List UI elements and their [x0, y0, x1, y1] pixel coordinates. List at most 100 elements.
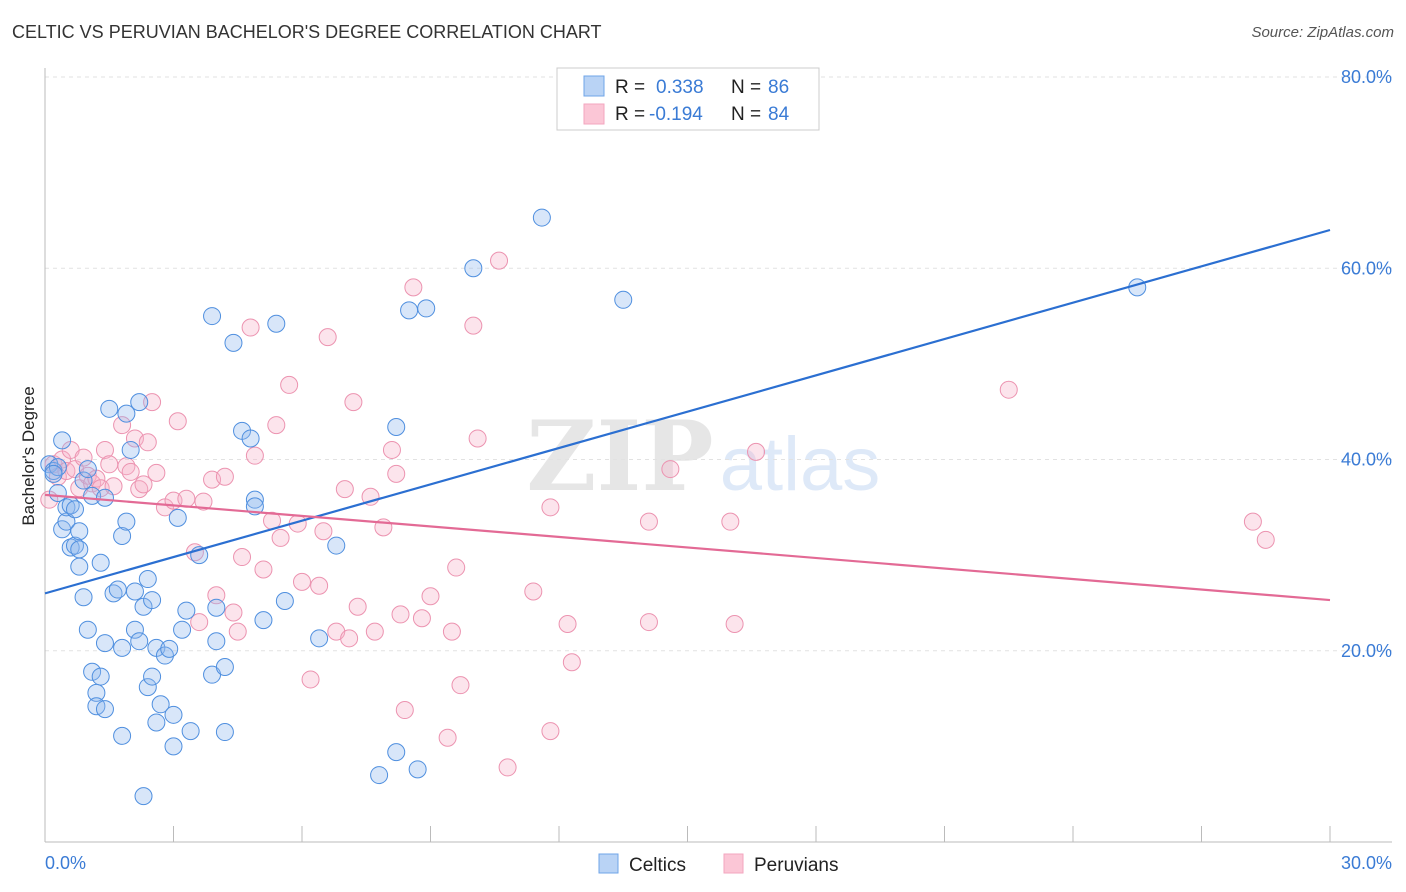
peruvian-point — [468, 429, 487, 448]
celtic-point — [164, 737, 183, 756]
celtic-r-label: R = — [615, 77, 645, 98]
celtic-point — [95, 634, 114, 653]
peruvian-point — [254, 560, 273, 579]
celtic-point — [408, 760, 427, 779]
peruvian-point — [100, 455, 119, 474]
y-tick-labels: 20.0% 40.0% 60.0% 80.0% — [1341, 67, 1392, 661]
celtic-point — [310, 629, 329, 648]
celtic-point — [147, 713, 166, 732]
peruvian-point — [1243, 512, 1262, 531]
peruvian-point — [147, 463, 166, 482]
peruvian-point — [245, 446, 264, 465]
celtic-point — [207, 632, 226, 651]
celtic-point — [177, 601, 196, 620]
celtic-point — [387, 417, 406, 436]
peruvian-n-value: 84 — [768, 104, 790, 125]
y-tick-label: 60.0% — [1341, 258, 1392, 278]
peruvian-point — [1256, 530, 1275, 549]
legend-celtics-swatch — [598, 853, 619, 874]
celtic-point — [138, 678, 157, 697]
peruvian-point — [344, 393, 363, 412]
peruvian-r-label: R = — [615, 104, 645, 125]
celtic-point — [370, 766, 389, 785]
legend-peruvians-swatch — [723, 853, 744, 874]
celtic-point — [83, 662, 102, 681]
peruvian-point — [228, 622, 247, 641]
stats-legend: R = 0.338 N = 86 R = -0.194 N = 84 — [556, 67, 820, 131]
chart-source: Source: ZipAtlas.com — [1251, 24, 1394, 41]
peruvian-point — [421, 587, 440, 606]
peruvian-point — [639, 613, 658, 632]
celtic-point — [95, 488, 114, 507]
celtic-point — [245, 497, 264, 516]
celtic-point — [203, 307, 222, 326]
celtic-point — [267, 314, 286, 333]
peruvian-point — [412, 609, 431, 628]
celtic-point — [464, 259, 483, 278]
celtic-point — [241, 429, 260, 448]
legend-peruvians-label: Peruvians — [754, 855, 839, 876]
celtic-point — [400, 301, 419, 320]
x-tick-label-min: 0.0% — [45, 853, 86, 873]
celtic-point — [78, 460, 97, 479]
x-axis-ticks — [44, 826, 1331, 842]
celtic-point — [173, 620, 192, 639]
peruvian-point — [558, 614, 577, 633]
peruvian-point — [113, 416, 132, 435]
celtic-point — [327, 536, 346, 555]
celtic-point — [65, 500, 84, 519]
celtic-point — [130, 393, 149, 412]
celtic-point — [207, 598, 226, 617]
celtic-point — [532, 208, 551, 227]
peruvian-point — [340, 629, 359, 648]
peruvian-point — [541, 722, 560, 741]
celtic-point — [95, 700, 114, 719]
celtic-point — [70, 522, 89, 541]
peruvian-point — [541, 498, 560, 517]
celtic-point — [134, 787, 153, 806]
peruvian-point — [365, 622, 384, 641]
peruvian-point — [224, 603, 243, 622]
peruvian-point — [404, 278, 423, 297]
celtic-point — [387, 743, 406, 762]
celtic-point — [113, 638, 132, 657]
y-tick-label: 40.0% — [1341, 450, 1392, 470]
celtic-point — [130, 632, 149, 651]
celtic-point — [245, 490, 264, 509]
celtic-n-label: N = — [731, 77, 761, 98]
peruvian-point — [447, 558, 466, 577]
peruvian-point — [194, 492, 213, 511]
stats-legend-peruvian-swatch — [583, 103, 605, 125]
peruvian-point — [498, 758, 517, 777]
celtic-point — [125, 620, 144, 639]
peruvian-n-label: N = — [731, 104, 761, 125]
celtics-trend-line — [44, 228, 1331, 595]
celtic-point — [215, 723, 234, 742]
celtic-point — [143, 591, 162, 610]
celtic-point — [168, 508, 187, 527]
peruvian-point — [318, 328, 337, 347]
celtic-point — [275, 592, 294, 611]
celtic-point — [117, 512, 136, 531]
celtic-point — [138, 570, 157, 589]
celtic-points — [40, 208, 1147, 806]
celtic-point — [113, 726, 132, 745]
celtic-point — [1128, 278, 1147, 297]
peruvian-point — [271, 528, 290, 547]
peruvian-point — [442, 622, 461, 641]
x-tick-label-max: 30.0% — [1341, 853, 1392, 873]
celtic-point — [70, 540, 89, 559]
celtic-point — [44, 464, 63, 483]
celtic-point — [181, 722, 200, 741]
celtic-point — [113, 527, 132, 545]
peruvian-point — [721, 512, 740, 531]
celtic-point — [125, 582, 144, 601]
legend-celtics-label: Celtics — [629, 855, 686, 876]
peruvian-point — [747, 442, 766, 461]
celtic-point — [74, 588, 93, 607]
peruvian-point — [301, 670, 320, 689]
celtic-point — [215, 658, 234, 677]
peruvian-point — [177, 489, 196, 508]
peruvian-point — [310, 576, 329, 595]
peruvian-point — [168, 412, 187, 431]
